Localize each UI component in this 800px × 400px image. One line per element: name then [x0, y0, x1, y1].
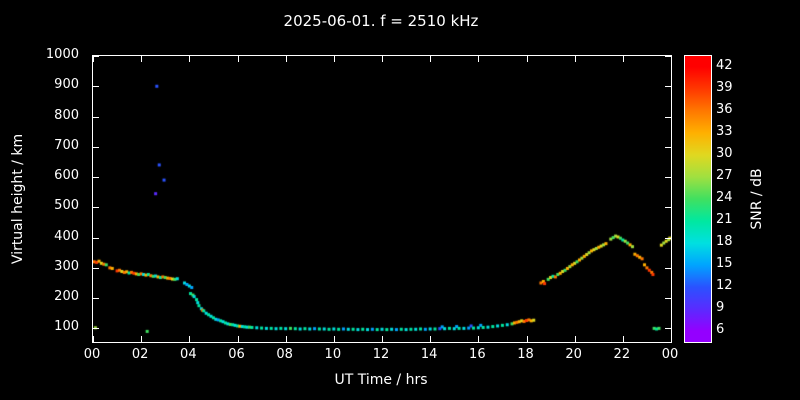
x-tick-label: 20	[565, 347, 582, 362]
x-tick-mark	[382, 336, 383, 342]
y-tick-label: 500	[54, 198, 79, 214]
y-tick-mark	[665, 207, 671, 209]
x-axis-label: UT Time / hrs	[334, 372, 428, 388]
x-tick-mark	[333, 56, 335, 62]
y-tick-mark	[93, 298, 99, 300]
x-tick-mark	[478, 336, 480, 342]
x-tick-mark	[237, 336, 239, 342]
plot-area	[92, 55, 672, 343]
scatter-canvas	[93, 56, 671, 342]
colorbar-tick-label: 30	[716, 146, 733, 161]
y-tick-mark	[665, 177, 671, 179]
x-tick-mark	[237, 56, 239, 62]
y-tick-mark	[93, 86, 99, 88]
x-tick-label: 08	[276, 347, 293, 362]
x-tick-label: 18	[517, 347, 534, 362]
x-tick-mark	[189, 336, 191, 342]
y-tick-mark	[665, 116, 671, 118]
y-tick-mark	[665, 237, 671, 239]
y-tick-label: 700	[54, 137, 79, 153]
chart-title: 2025-06-01. f = 2510 kHz	[283, 12, 479, 30]
x-tick-mark	[622, 56, 624, 62]
y-tick-mark	[93, 207, 99, 209]
colorbar	[684, 55, 712, 343]
y-tick-label: 600	[54, 168, 79, 184]
x-tick-mark	[671, 336, 672, 342]
colorbar-axis-label: SNR / dB	[749, 168, 765, 230]
colorbar-tick-label: 27	[716, 168, 733, 183]
x-tick-mark	[622, 336, 624, 342]
y-tick-label: 300	[54, 258, 79, 274]
y-tick-label: 200	[54, 289, 79, 305]
y-tick-mark	[93, 116, 99, 118]
x-tick-mark	[430, 56, 432, 62]
y-tick-mark	[665, 328, 671, 330]
x-tick-mark	[189, 56, 191, 62]
colorbar-tick-label: 24	[716, 190, 733, 205]
y-tick-label: 1000	[45, 47, 79, 62]
y-tick-label: 800	[54, 107, 79, 123]
x-tick-label: 10	[324, 347, 342, 362]
colorbar-tick-label: 6	[716, 322, 725, 337]
colorbar-tick-label: 36	[716, 102, 733, 117]
x-tick-mark	[526, 336, 528, 342]
colorbar-tick-label: 12	[716, 278, 733, 293]
colorbar-tick-labels: 6 9 12 15 18 21 24 27 30 33 36 39 42	[716, 55, 750, 341]
y-tick-mark	[93, 146, 99, 148]
x-tick-mark	[285, 56, 287, 62]
y-tick-mark	[665, 267, 671, 269]
colorbar-tick-label: 9	[716, 300, 725, 315]
y-tick-mark	[93, 56, 99, 57]
x-tick-label: 04	[180, 347, 197, 362]
x-tick-mark	[574, 56, 576, 62]
y-tick-mark	[93, 237, 99, 239]
colorbar-tick-label: 33	[716, 124, 733, 139]
x-tick-label: 02	[131, 347, 149, 362]
colorbar-tick-label: 21	[716, 212, 733, 227]
colorbar-gradient	[685, 56, 711, 342]
x-tick-label: 16	[469, 347, 486, 362]
x-tick-mark	[574, 336, 576, 342]
x-tick-mark	[141, 336, 143, 342]
x-tick-mark	[93, 56, 94, 62]
colorbar-tick-label: 18	[716, 234, 733, 249]
x-tick-label: 14	[420, 347, 438, 362]
y-tick-mark	[93, 177, 99, 179]
y-tick-mark	[665, 298, 671, 300]
x-tick-mark	[526, 56, 528, 62]
y-tick-label: 900	[54, 77, 79, 93]
x-tick-label: 00	[661, 347, 679, 362]
x-tick-mark	[671, 56, 672, 62]
x-tick-label: 12	[372, 347, 390, 362]
y-tick-mark	[665, 86, 671, 88]
x-tick-mark	[93, 336, 94, 342]
x-tick-label: 22	[613, 347, 631, 362]
x-tick-mark	[285, 336, 287, 342]
x-tick-label: 00	[83, 347, 101, 362]
colorbar-tick-label: 39	[716, 80, 733, 95]
y-tick-mark	[93, 328, 99, 330]
x-tick-mark	[141, 56, 143, 62]
y-tick-label: 100	[54, 319, 79, 335]
y-tick-mark	[93, 267, 99, 269]
colorbar-tick-label: 15	[716, 256, 733, 271]
x-tick-label: 06	[228, 347, 245, 362]
x-tick-mark	[430, 336, 432, 342]
x-tick-mark	[478, 56, 480, 62]
x-tick-mark	[382, 56, 383, 62]
colorbar-tick-label: 42	[716, 58, 733, 73]
y-tick-labels: 100 200 300 400 500 600 700 800 900 1000	[0, 47, 85, 341]
y-tick-label: 400	[54, 228, 79, 244]
y-tick-mark	[665, 146, 671, 148]
x-tick-labels: 00 02 04 06 08 10 12 14 16 18 20 22 00	[84, 347, 679, 365]
y-tick-mark	[665, 56, 671, 57]
x-tick-mark	[333, 336, 335, 342]
